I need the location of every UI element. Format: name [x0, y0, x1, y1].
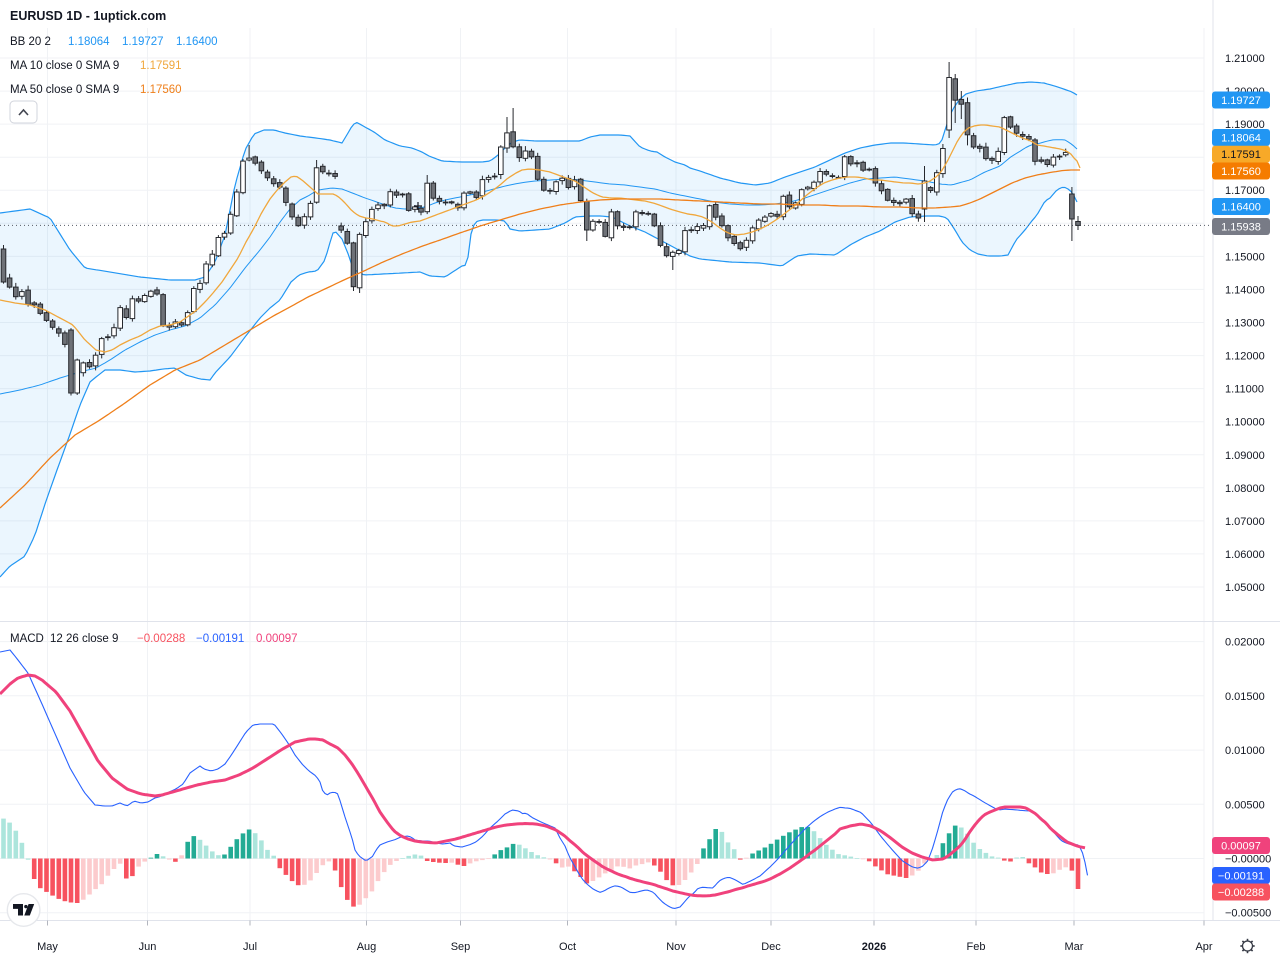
svg-text:0.01500: 0.01500: [1225, 691, 1265, 703]
svg-text:0.01000: 0.01000: [1225, 745, 1265, 757]
svg-text:1.16400: 1.16400: [1221, 202, 1261, 214]
svg-text:Dec: Dec: [761, 941, 781, 953]
svg-text:May: May: [37, 941, 58, 953]
svg-text:−0.00191: −0.00191: [196, 633, 244, 645]
svg-text:1.18064: 1.18064: [68, 36, 110, 48]
svg-text:1.17000: 1.17000: [1225, 185, 1265, 197]
svg-text:Nov: Nov: [666, 941, 686, 953]
svg-text:−0.00000: −0.00000: [1225, 854, 1271, 866]
svg-text:Mar: Mar: [1065, 941, 1084, 953]
svg-text:1.19727: 1.19727: [1221, 95, 1261, 107]
svg-text:1.05000: 1.05000: [1225, 582, 1265, 594]
svg-text:1.21000: 1.21000: [1225, 53, 1265, 65]
svg-text:1.12000: 1.12000: [1225, 351, 1265, 363]
svg-text:2026: 2026: [862, 941, 886, 953]
svg-text:1.07000: 1.07000: [1225, 516, 1265, 528]
svg-text:12 26 close 9: 12 26 close 9: [50, 633, 118, 645]
svg-text:1.08000: 1.08000: [1225, 483, 1265, 495]
svg-text:1.17591: 1.17591: [1221, 149, 1261, 161]
svg-text:EURUSD 1D - 1uptick.com: EURUSD 1D - 1uptick.com: [10, 9, 166, 23]
svg-text:1.11000: 1.11000: [1225, 384, 1264, 396]
svg-text:1.13000: 1.13000: [1225, 318, 1265, 330]
svg-text:Aug: Aug: [357, 941, 377, 953]
svg-text:1.17560: 1.17560: [140, 84, 182, 96]
svg-text:Sep: Sep: [451, 941, 471, 953]
svg-text:MA 50 close 0 SMA 9: MA 50 close 0 SMA 9: [10, 84, 119, 96]
svg-text:Oct: Oct: [559, 941, 576, 953]
svg-text:−0.00288: −0.00288: [137, 633, 185, 645]
svg-text:0.00500: 0.00500: [1225, 799, 1265, 811]
svg-text:1.17560: 1.17560: [1221, 166, 1261, 178]
svg-text:−0.00288: −0.00288: [1218, 887, 1264, 899]
svg-text:1.14000: 1.14000: [1225, 284, 1265, 296]
svg-text:1.16400: 1.16400: [176, 36, 218, 48]
svg-text:1.17591: 1.17591: [140, 60, 182, 72]
svg-text:0.02000: 0.02000: [1225, 637, 1265, 649]
svg-text:Jul: Jul: [243, 941, 257, 953]
svg-text:1.18064: 1.18064: [1221, 133, 1261, 145]
svg-text:1.15938: 1.15938: [1221, 222, 1261, 234]
svg-text:BB 20 2: BB 20 2: [10, 36, 51, 48]
svg-text:Jun: Jun: [139, 941, 157, 953]
svg-text:MA 10 close 0 SMA 9: MA 10 close 0 SMA 9: [10, 60, 119, 72]
svg-text:MACD: MACD: [10, 633, 44, 645]
svg-text:1.19000: 1.19000: [1225, 119, 1265, 131]
svg-text:1.06000: 1.06000: [1225, 549, 1265, 561]
svg-text:0.00097: 0.00097: [256, 633, 298, 645]
svg-text:1.15000: 1.15000: [1225, 251, 1265, 263]
svg-text:−0.00191: −0.00191: [1218, 871, 1264, 883]
svg-text:1.10000: 1.10000: [1225, 417, 1265, 429]
svg-text:Feb: Feb: [967, 941, 986, 953]
svg-text:Apr: Apr: [1195, 941, 1212, 953]
svg-text:1.09000: 1.09000: [1225, 450, 1265, 462]
svg-text:−0.00500: −0.00500: [1225, 908, 1271, 920]
svg-text:1.19727: 1.19727: [122, 36, 164, 48]
svg-text:0.00097: 0.00097: [1221, 841, 1261, 853]
